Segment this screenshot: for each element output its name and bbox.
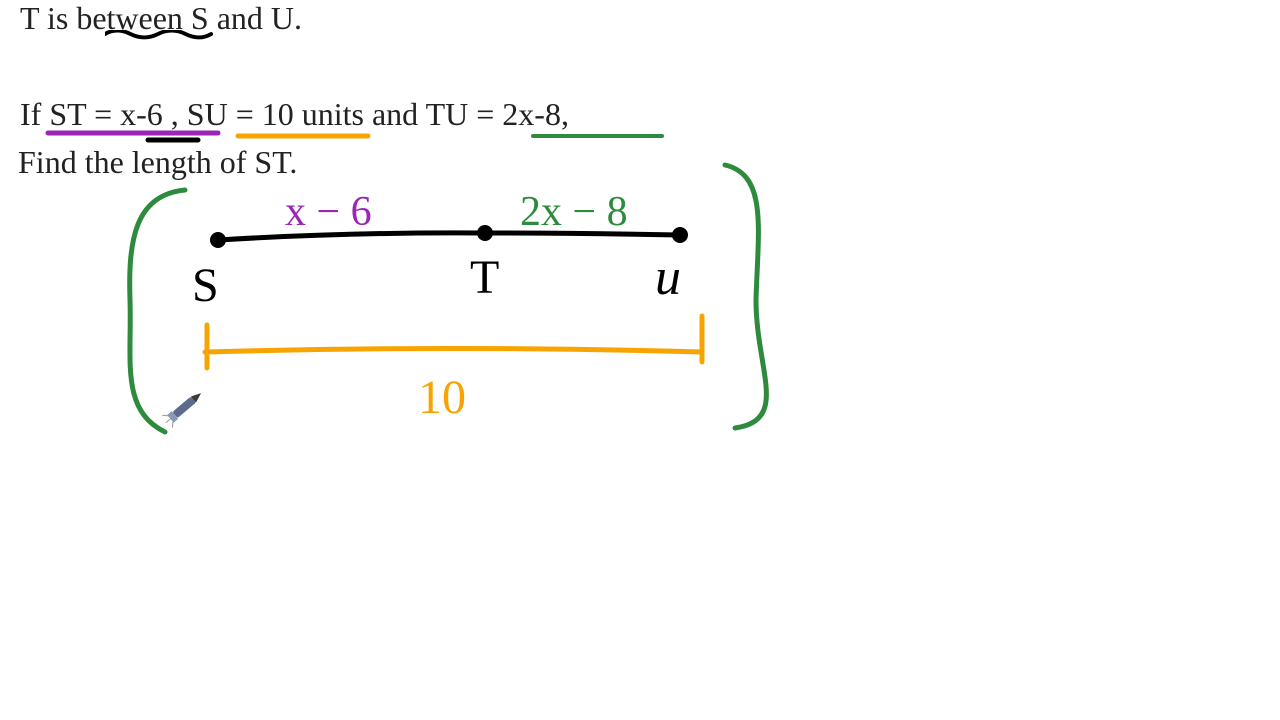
pen-cursor-icon — [161, 387, 207, 429]
brace-total — [205, 316, 702, 368]
segment-diagram — [0, 0, 1280, 720]
label-ten: 10 — [418, 370, 466, 425]
point-s — [210, 232, 226, 248]
point-t — [477, 225, 493, 241]
bracket-left — [130, 190, 185, 432]
label-s: S — [192, 258, 219, 313]
point-u — [672, 227, 688, 243]
label-x-minus-6: x − 6 — [285, 188, 372, 236]
label-2x-minus-8: 2x − 8 — [520, 188, 628, 236]
label-u: u — [655, 248, 681, 307]
bracket-right — [725, 165, 766, 428]
label-t: T — [470, 250, 499, 305]
